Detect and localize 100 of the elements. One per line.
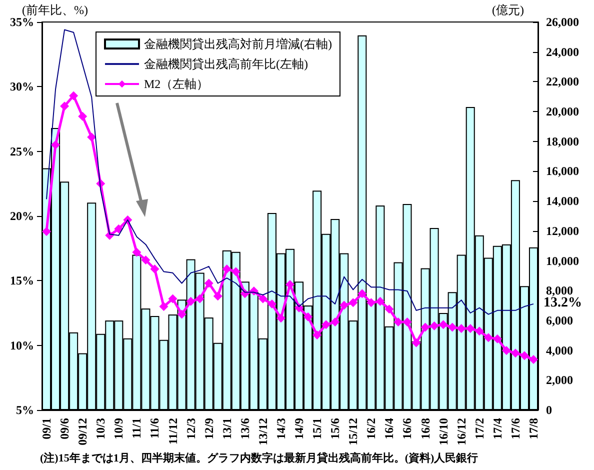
x-tick-label: 11/6 <box>148 418 162 439</box>
point <box>141 255 150 264</box>
point <box>484 333 493 342</box>
text: (注)15年までは1月、四半期末値。グラフ内数字は最新月貸出残高前年比。(資料)人民銀行 <box>40 452 478 464</box>
point <box>51 140 60 150</box>
point <box>438 320 448 330</box>
y2-tick-label: 6,000 <box>546 313 573 328</box>
point <box>412 338 421 348</box>
y-tick-label: 10% <box>10 338 34 352</box>
x-tick-label: 17/6 <box>508 418 522 440</box>
x-tick-label: 15/12 <box>346 418 360 446</box>
point <box>267 299 276 308</box>
y2-tick-label: 0 <box>546 403 552 417</box>
point <box>177 310 186 319</box>
y-tick-label: 35% <box>10 15 34 29</box>
point <box>204 278 214 288</box>
y2-tick-label: 10,000 <box>546 254 579 268</box>
point <box>340 300 349 310</box>
point <box>420 322 430 332</box>
point <box>520 351 529 360</box>
point <box>114 224 124 234</box>
point <box>502 346 511 356</box>
point <box>330 318 340 327</box>
x-tick-label: 09/12 <box>76 418 90 446</box>
point <box>474 326 484 336</box>
point <box>258 294 268 304</box>
point <box>168 294 178 304</box>
point <box>304 312 313 322</box>
point <box>366 298 376 308</box>
x-tick-label: 16/8 <box>418 418 432 440</box>
x-tick-label: 15/6 <box>328 418 342 440</box>
point <box>150 264 160 274</box>
point <box>87 132 96 142</box>
point <box>376 296 385 306</box>
y2-tick-label: 8,000 <box>546 284 573 298</box>
point <box>528 355 538 364</box>
y2-tick-label: 20,000 <box>546 104 579 119</box>
y2-tick-label: 14,000 <box>546 194 579 208</box>
point <box>159 302 168 312</box>
point <box>402 318 412 327</box>
point <box>394 318 403 327</box>
x-tick-label: 17/8 <box>526 418 540 440</box>
y2-tick-label: 22,000 <box>546 74 579 89</box>
x-tick-label: 09/1 <box>40 418 54 440</box>
x-tick-label: 16/4 <box>382 418 396 440</box>
y2-tick-label: 24,000 <box>546 44 579 59</box>
y-tick-label: 15% <box>10 274 34 288</box>
x-tick-label: 17/4 <box>490 418 504 440</box>
y2-tick-label: 4,000 <box>546 343 573 358</box>
point <box>492 334 502 344</box>
point <box>186 296 196 306</box>
y-axis-title: (前年比、%) <box>22 3 88 17</box>
y2-axis-title: (億元) <box>492 3 524 17</box>
y-tick-label: 25% <box>10 144 34 158</box>
point <box>276 314 286 323</box>
x-tick-label: 10/3 <box>94 418 108 440</box>
point <box>510 348 520 358</box>
legend-label: 金融機関貸出残高対前月増減(右軸) <box>144 37 332 51</box>
x-tick-label: 11/1 <box>130 418 144 439</box>
point <box>195 294 204 304</box>
y2-tick-label: 12,000 <box>546 224 579 238</box>
y2-tick-label: 16,000 <box>546 164 579 178</box>
x-tick-label: 09/6 <box>58 418 72 440</box>
x-tick-label: 13/6 <box>238 418 252 440</box>
point <box>456 324 466 334</box>
point <box>358 289 367 298</box>
point <box>231 267 240 276</box>
x-tick-label: 13/1 <box>220 418 234 440</box>
annotation: 13.2% <box>543 295 582 310</box>
y-tick-label: 30% <box>10 80 34 94</box>
point <box>78 112 88 121</box>
x-tick-label: 16/2 <box>364 418 378 440</box>
line-series <box>46 29 534 315</box>
x-tick-label: 16/6 <box>400 418 414 440</box>
x-tick-label: 10/9 <box>112 418 126 440</box>
x-tick-label: 12/3 <box>184 418 198 440</box>
x-tick-label: 14/3 <box>274 418 288 440</box>
point <box>42 227 52 236</box>
x-tick-label: 15/1 <box>310 418 324 440</box>
x-tick-label: 11/12 <box>166 418 180 445</box>
point <box>286 280 294 290</box>
x-tick-label: 17/2 <box>472 418 486 440</box>
point <box>430 321 439 330</box>
y-tick-label: 5% <box>16 403 34 417</box>
x-tick-label: 14/9 <box>292 418 306 440</box>
point <box>222 264 232 274</box>
y2-tick-label: 2,000 <box>546 373 573 388</box>
point <box>60 102 70 111</box>
x-tick-label: 13/12 <box>256 418 270 446</box>
point <box>348 298 358 308</box>
legend-label: 金融機関貸出残高前年比(左軸) <box>144 57 308 71</box>
y-tick-label: 20% <box>10 209 34 223</box>
point <box>213 292 222 301</box>
point <box>322 320 331 330</box>
point <box>312 330 322 340</box>
x-tick-label: 16/12 <box>454 418 468 446</box>
point <box>384 304 394 314</box>
point <box>69 91 78 100</box>
x-tick-label: 12/9 <box>202 418 216 440</box>
point <box>132 248 142 257</box>
